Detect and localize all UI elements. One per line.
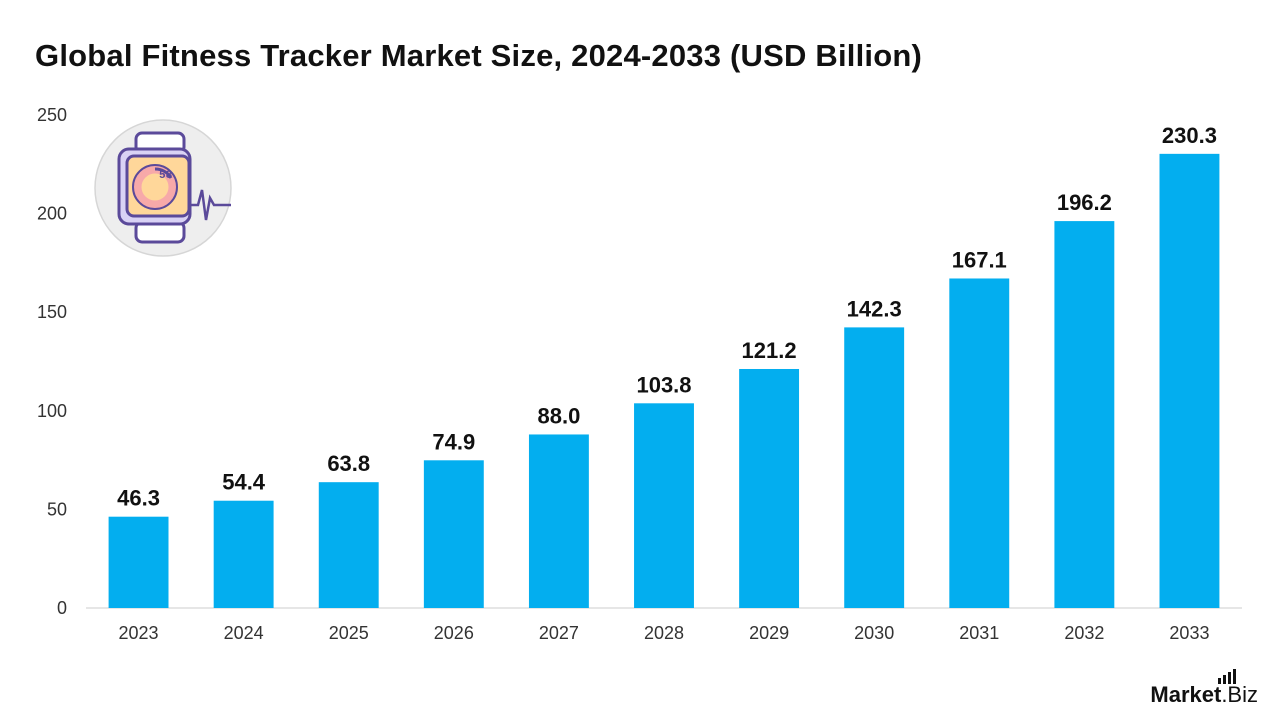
x-tick-label: 2031: [959, 623, 999, 643]
watch-display-text: 58: [159, 170, 173, 182]
x-tick-label: 2027: [539, 623, 579, 643]
logo-bars-icon: [1218, 669, 1237, 684]
data-label: 121.2: [742, 338, 797, 363]
data-label: 196.2: [1057, 190, 1112, 215]
data-label: 63.8: [327, 451, 370, 476]
bar: [844, 327, 905, 608]
y-tick-label: 0: [57, 598, 67, 618]
bar: [949, 278, 1010, 608]
brand-name-part1: Market: [1150, 682, 1222, 707]
bar: [1054, 221, 1115, 608]
x-tick-label: 2028: [644, 623, 684, 643]
y-tick-label: 100: [37, 401, 67, 421]
x-tick-label: 2029: [749, 623, 789, 643]
value-labels: 46.3 54.4 63.8 74.9 88.0 103.8 121.2 142.3 167.1…: [117, 123, 1217, 511]
x-tick-label: 2030: [854, 623, 894, 643]
data-label: 142.3: [847, 296, 902, 321]
y-axis: 0 50 100 150 200 250: [37, 105, 67, 618]
bar: [423, 460, 484, 608]
brand-logo: Market.Biz: [1150, 669, 1258, 708]
bars: [108, 153, 1220, 609]
bar: [318, 482, 379, 608]
bar: [1159, 153, 1220, 609]
y-tick-label: 150: [37, 302, 67, 322]
y-tick-label: 250: [37, 105, 67, 125]
data-label: 74.9: [432, 429, 475, 454]
x-tick-label: 2026: [434, 623, 474, 643]
y-tick-label: 50: [47, 499, 67, 519]
data-label: 46.3: [117, 486, 160, 511]
bar: [108, 516, 169, 608]
bar: [528, 434, 589, 608]
chart-title: Global Fitness Tracker Market Size, 2024…: [35, 38, 923, 73]
data-label: 103.8: [636, 372, 691, 397]
bar: [634, 403, 694, 608]
data-label: 88.0: [537, 403, 580, 428]
y-tick-label: 200: [37, 204, 67, 224]
bar: [739, 368, 800, 608]
x-tick-label: 2023: [119, 623, 159, 643]
data-label: 167.1: [952, 247, 1007, 272]
x-tick-label: 2033: [1169, 623, 1209, 643]
x-axis: 2023 2024 2025 2026 2027 2028 2029 2030 2031 2032…: [119, 623, 1210, 643]
data-label: 230.3: [1162, 123, 1217, 148]
smartwatch-heartbeat-icon: 58: [94, 119, 232, 257]
bar: [213, 500, 274, 608]
brand-name-part2: .Biz: [1221, 682, 1258, 707]
x-tick-label: 2024: [224, 623, 264, 643]
x-tick-label: 2025: [329, 623, 369, 643]
x-tick-label: 2032: [1064, 623, 1104, 643]
data-label: 54.4: [222, 470, 266, 495]
